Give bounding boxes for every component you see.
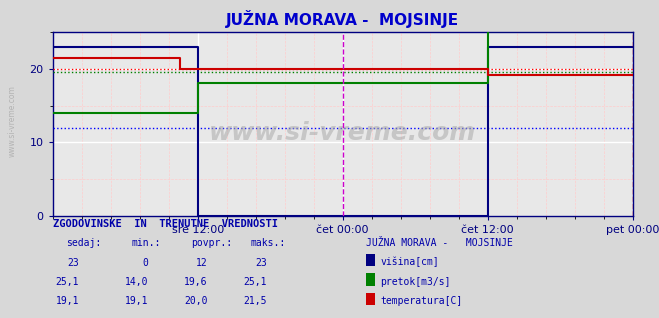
- Text: pretok[m3/s]: pretok[m3/s]: [380, 277, 451, 287]
- Text: min.:: min.:: [132, 238, 161, 248]
- Title: JUŽNA MORAVA -  MOJSINJE: JUŽNA MORAVA - MOJSINJE: [226, 10, 459, 28]
- Text: maks.:: maks.:: [250, 238, 285, 248]
- Text: temperatura[C]: temperatura[C]: [380, 296, 463, 306]
- Text: www.si-vreme.com: www.si-vreme.com: [8, 85, 17, 157]
- Text: sedaj:: sedaj:: [66, 238, 101, 248]
- Text: 19,1: 19,1: [125, 296, 148, 306]
- Text: 25,1: 25,1: [55, 277, 79, 287]
- Text: 20,0: 20,0: [184, 296, 208, 306]
- Text: ZGODOVINSKE  IN  TRENUTNE  VREDNOSTI: ZGODOVINSKE IN TRENUTNE VREDNOSTI: [53, 219, 277, 229]
- Text: www.si-vreme.com: www.si-vreme.com: [209, 121, 476, 145]
- Text: povpr.:: povpr.:: [191, 238, 232, 248]
- Text: 19,1: 19,1: [55, 296, 79, 306]
- Text: 19,6: 19,6: [184, 277, 208, 287]
- Text: 14,0: 14,0: [125, 277, 148, 287]
- Text: JUŽNA MORAVA -   MOJSINJE: JUŽNA MORAVA - MOJSINJE: [366, 238, 513, 248]
- Text: 0: 0: [142, 258, 148, 267]
- Text: višina[cm]: višina[cm]: [380, 257, 439, 267]
- Text: 23: 23: [67, 258, 79, 267]
- Text: 23: 23: [255, 258, 267, 267]
- Text: 25,1: 25,1: [243, 277, 267, 287]
- Text: 21,5: 21,5: [243, 296, 267, 306]
- Text: 12: 12: [196, 258, 208, 267]
